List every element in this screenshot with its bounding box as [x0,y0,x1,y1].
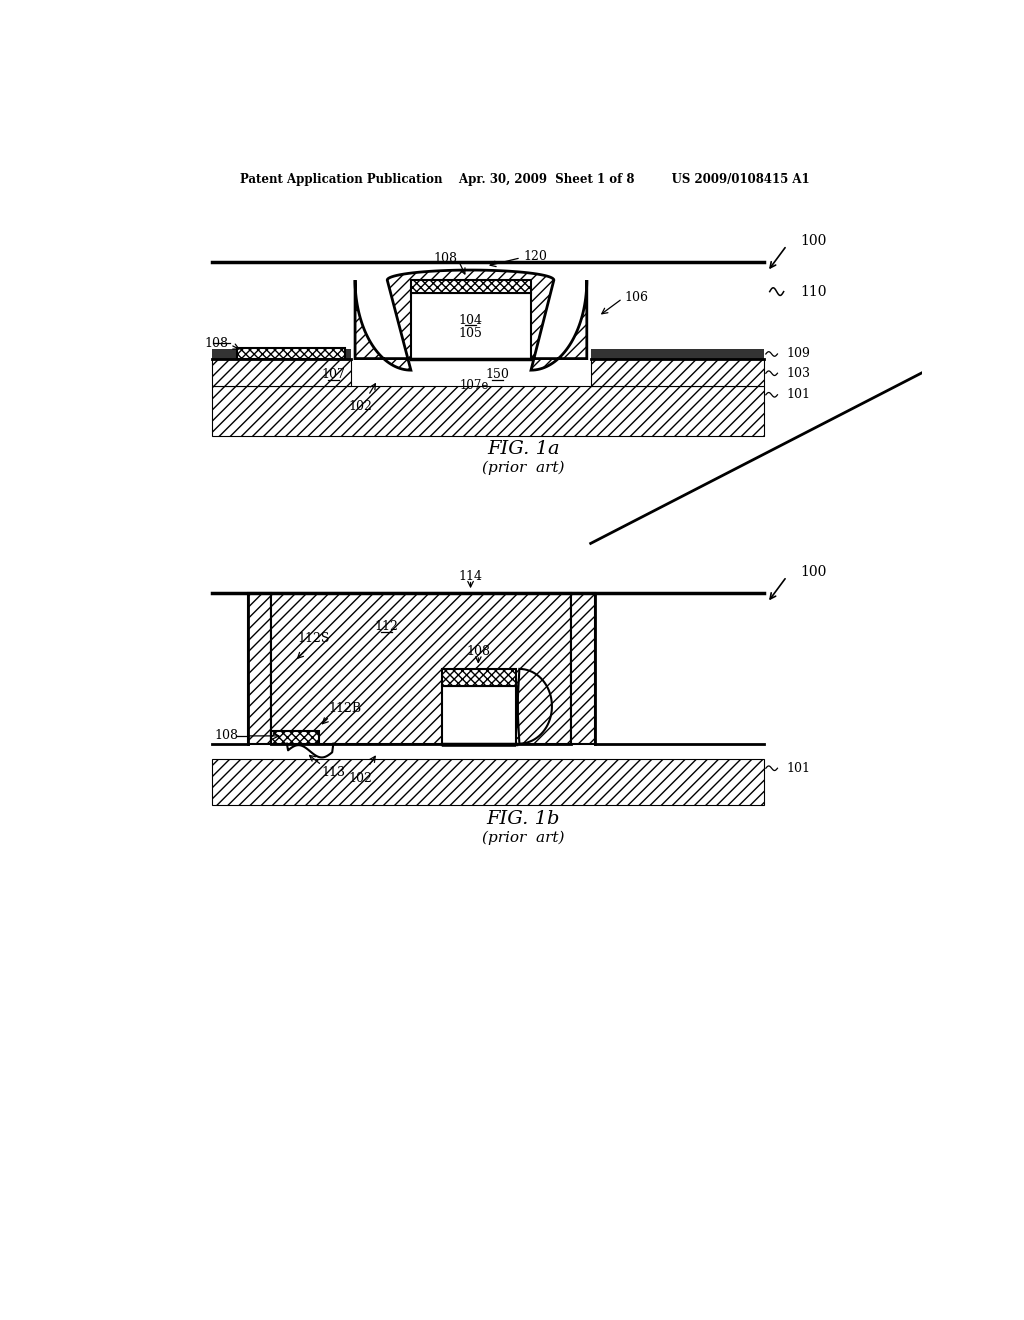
Text: 108: 108 [434,252,458,265]
Text: Patent Application Publication    Apr. 30, 2009  Sheet 1 of 8         US 2009/01: Patent Application Publication Apr. 30, … [240,173,810,186]
Text: 104: 104 [459,314,482,326]
Text: 107e: 107e [460,379,489,392]
Polygon shape [442,686,515,743]
Polygon shape [411,280,531,293]
Polygon shape [237,348,345,359]
Text: 108: 108 [466,645,490,659]
Polygon shape [248,594,271,743]
Polygon shape [411,293,531,359]
Text: 108: 108 [215,730,239,742]
Text: 100: 100 [801,234,827,248]
Polygon shape [271,594,571,743]
Polygon shape [515,669,552,743]
Text: 112: 112 [374,620,398,634]
Polygon shape [271,731,319,743]
Polygon shape [442,669,515,686]
Text: 101: 101 [786,388,811,401]
Polygon shape [591,359,764,385]
Text: 114: 114 [459,570,482,583]
Polygon shape [212,759,764,805]
Polygon shape [442,743,515,747]
Polygon shape [212,350,351,359]
Text: 100: 100 [801,565,827,579]
Text: 102: 102 [348,400,373,413]
Text: 150: 150 [485,368,510,381]
Polygon shape [591,350,764,359]
Text: 112B: 112B [329,702,361,715]
Text: 110: 110 [801,285,827,298]
Text: FIG. 1b: FIG. 1b [486,810,560,828]
Text: 106: 106 [624,290,648,304]
Text: 102: 102 [348,772,373,785]
Polygon shape [355,271,587,370]
Text: 113: 113 [322,767,345,779]
Text: 108: 108 [205,337,228,350]
Text: FIG. 1a: FIG. 1a [487,441,559,458]
Polygon shape [212,359,351,385]
Text: 112S: 112S [298,631,330,644]
Text: 120: 120 [523,249,547,263]
Text: (prior  art): (prior art) [482,461,564,475]
Text: 109: 109 [786,347,811,360]
Text: 103: 103 [786,367,811,380]
Polygon shape [571,594,595,743]
Text: (prior  art): (prior art) [482,830,564,845]
Text: 107: 107 [322,368,345,381]
Text: 105: 105 [459,327,482,341]
Polygon shape [212,385,764,436]
Text: 101: 101 [786,762,811,775]
